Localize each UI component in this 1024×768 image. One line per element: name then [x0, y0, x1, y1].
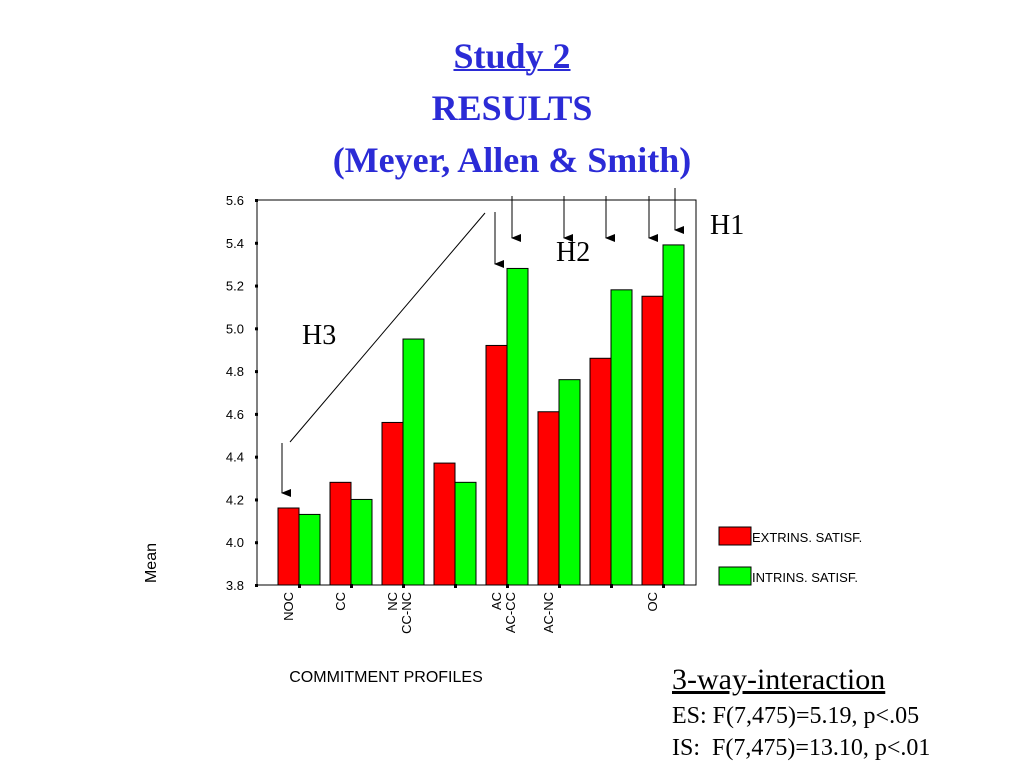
- h3-line: [289, 212, 486, 443]
- x-tick-label: OC: [645, 592, 660, 612]
- bar-extrins: [485, 344, 508, 586]
- y-tick-label: 4.0: [226, 535, 244, 550]
- y-tick-label: 4.8: [226, 364, 244, 379]
- stats-es: ES: F(7,475)=5.19, p<.05: [672, 703, 920, 729]
- x-tick: [662, 584, 665, 588]
- bar-intrins: [610, 289, 633, 586]
- bar-extrins: [589, 357, 612, 586]
- x-tick-label: CC-NC: [399, 592, 414, 634]
- y-tick: [255, 284, 258, 288]
- bar-intrins: [454, 481, 477, 586]
- title-line-2: RESULTS: [431, 88, 593, 128]
- bar-extrins: [381, 421, 404, 586]
- stats-block: 3-way-interaction ES: F(7,475)=5.19, p<.…: [672, 660, 930, 764]
- legend-label-intrins: INTRINS. SATISF.: [752, 570, 858, 585]
- y-tick-label: 4.6: [226, 407, 244, 422]
- bar-extrins: [537, 411, 560, 586]
- y-tick: [255, 541, 258, 545]
- y-tick: [255, 327, 258, 331]
- stats-heading: 3-way-interaction: [672, 663, 886, 696]
- bar-intrins: [506, 267, 529, 586]
- y-tick: [255, 455, 258, 459]
- y-tick: [255, 584, 258, 587]
- stats-is: IS: F(7,475)=13.10, p<.01: [672, 735, 931, 761]
- x-tick-label: NC: [385, 592, 400, 611]
- title-line-3: (Meyer, Allen & Smith): [332, 140, 692, 180]
- x-tick: [350, 584, 353, 588]
- legend-swatch-intrins: [718, 566, 752, 586]
- y-tick-label: 5.6: [226, 193, 244, 208]
- x-tick-label: NOC: [281, 592, 296, 621]
- y-tick-label: 5.4: [226, 236, 244, 251]
- x-tick: [402, 584, 405, 588]
- x-tick: [298, 584, 301, 588]
- bar-intrins: [558, 379, 581, 586]
- y-axis-label: Mean: [143, 543, 160, 583]
- bar-intrins: [402, 338, 425, 586]
- title-line-1: Study 2: [453, 36, 571, 76]
- bar-extrins: [277, 507, 300, 586]
- annotation-h1: H1: [710, 210, 744, 241]
- y-tick: [255, 241, 258, 245]
- x-tick-label: AC-NC: [541, 592, 556, 633]
- bar-intrins: [298, 513, 321, 586]
- legend: EXTRINS. SATISF. INTRINS. SATISF.: [718, 526, 862, 586]
- bars: [277, 244, 685, 586]
- y-tick: [255, 370, 258, 374]
- x-tick: [454, 584, 457, 588]
- bar-intrins: [662, 244, 685, 586]
- y-axis: 3.8 4.0 4.2 4.4 4.6 4.8 5.0 5.2 5.4 5.6: [226, 193, 258, 593]
- legend-swatch-extrins: [718, 526, 752, 546]
- slide-title: Study 2 RESULTS (Meyer, Allen & Smith): [0, 30, 1024, 186]
- y-tick-label: 5.2: [226, 279, 244, 294]
- x-tick-label: AC-CC: [503, 592, 518, 633]
- bar-extrins: [329, 481, 352, 586]
- bar-extrins: [641, 295, 664, 586]
- bar-intrins: [350, 498, 373, 586]
- x-tick: [610, 584, 613, 588]
- y-tick-label: 3.8: [226, 578, 244, 593]
- x-axis: NOC CC NC CC-NC AC AC-CC AC-NC OC: [281, 584, 665, 634]
- x-tick-label: AC: [489, 592, 504, 610]
- y-tick: [255, 199, 258, 202]
- x-tick-label: CC: [333, 592, 348, 611]
- y-tick-label: 4.4: [226, 450, 244, 465]
- x-tick: [506, 584, 509, 588]
- x-tick: [558, 584, 561, 588]
- legend-label-extrins: EXTRINS. SATISF.: [752, 530, 862, 545]
- y-tick: [255, 412, 258, 416]
- y-tick: [255, 498, 258, 502]
- annotations: [281, 188, 684, 497]
- y-tick-label: 5.0: [226, 321, 244, 336]
- annotation-h3: H3: [302, 320, 336, 351]
- bar-extrins: [433, 462, 456, 586]
- x-axis-label: COMMITMENT PROFILES: [289, 669, 483, 686]
- annotation-h2: H2: [556, 237, 590, 268]
- y-tick-label: 4.2: [226, 492, 244, 507]
